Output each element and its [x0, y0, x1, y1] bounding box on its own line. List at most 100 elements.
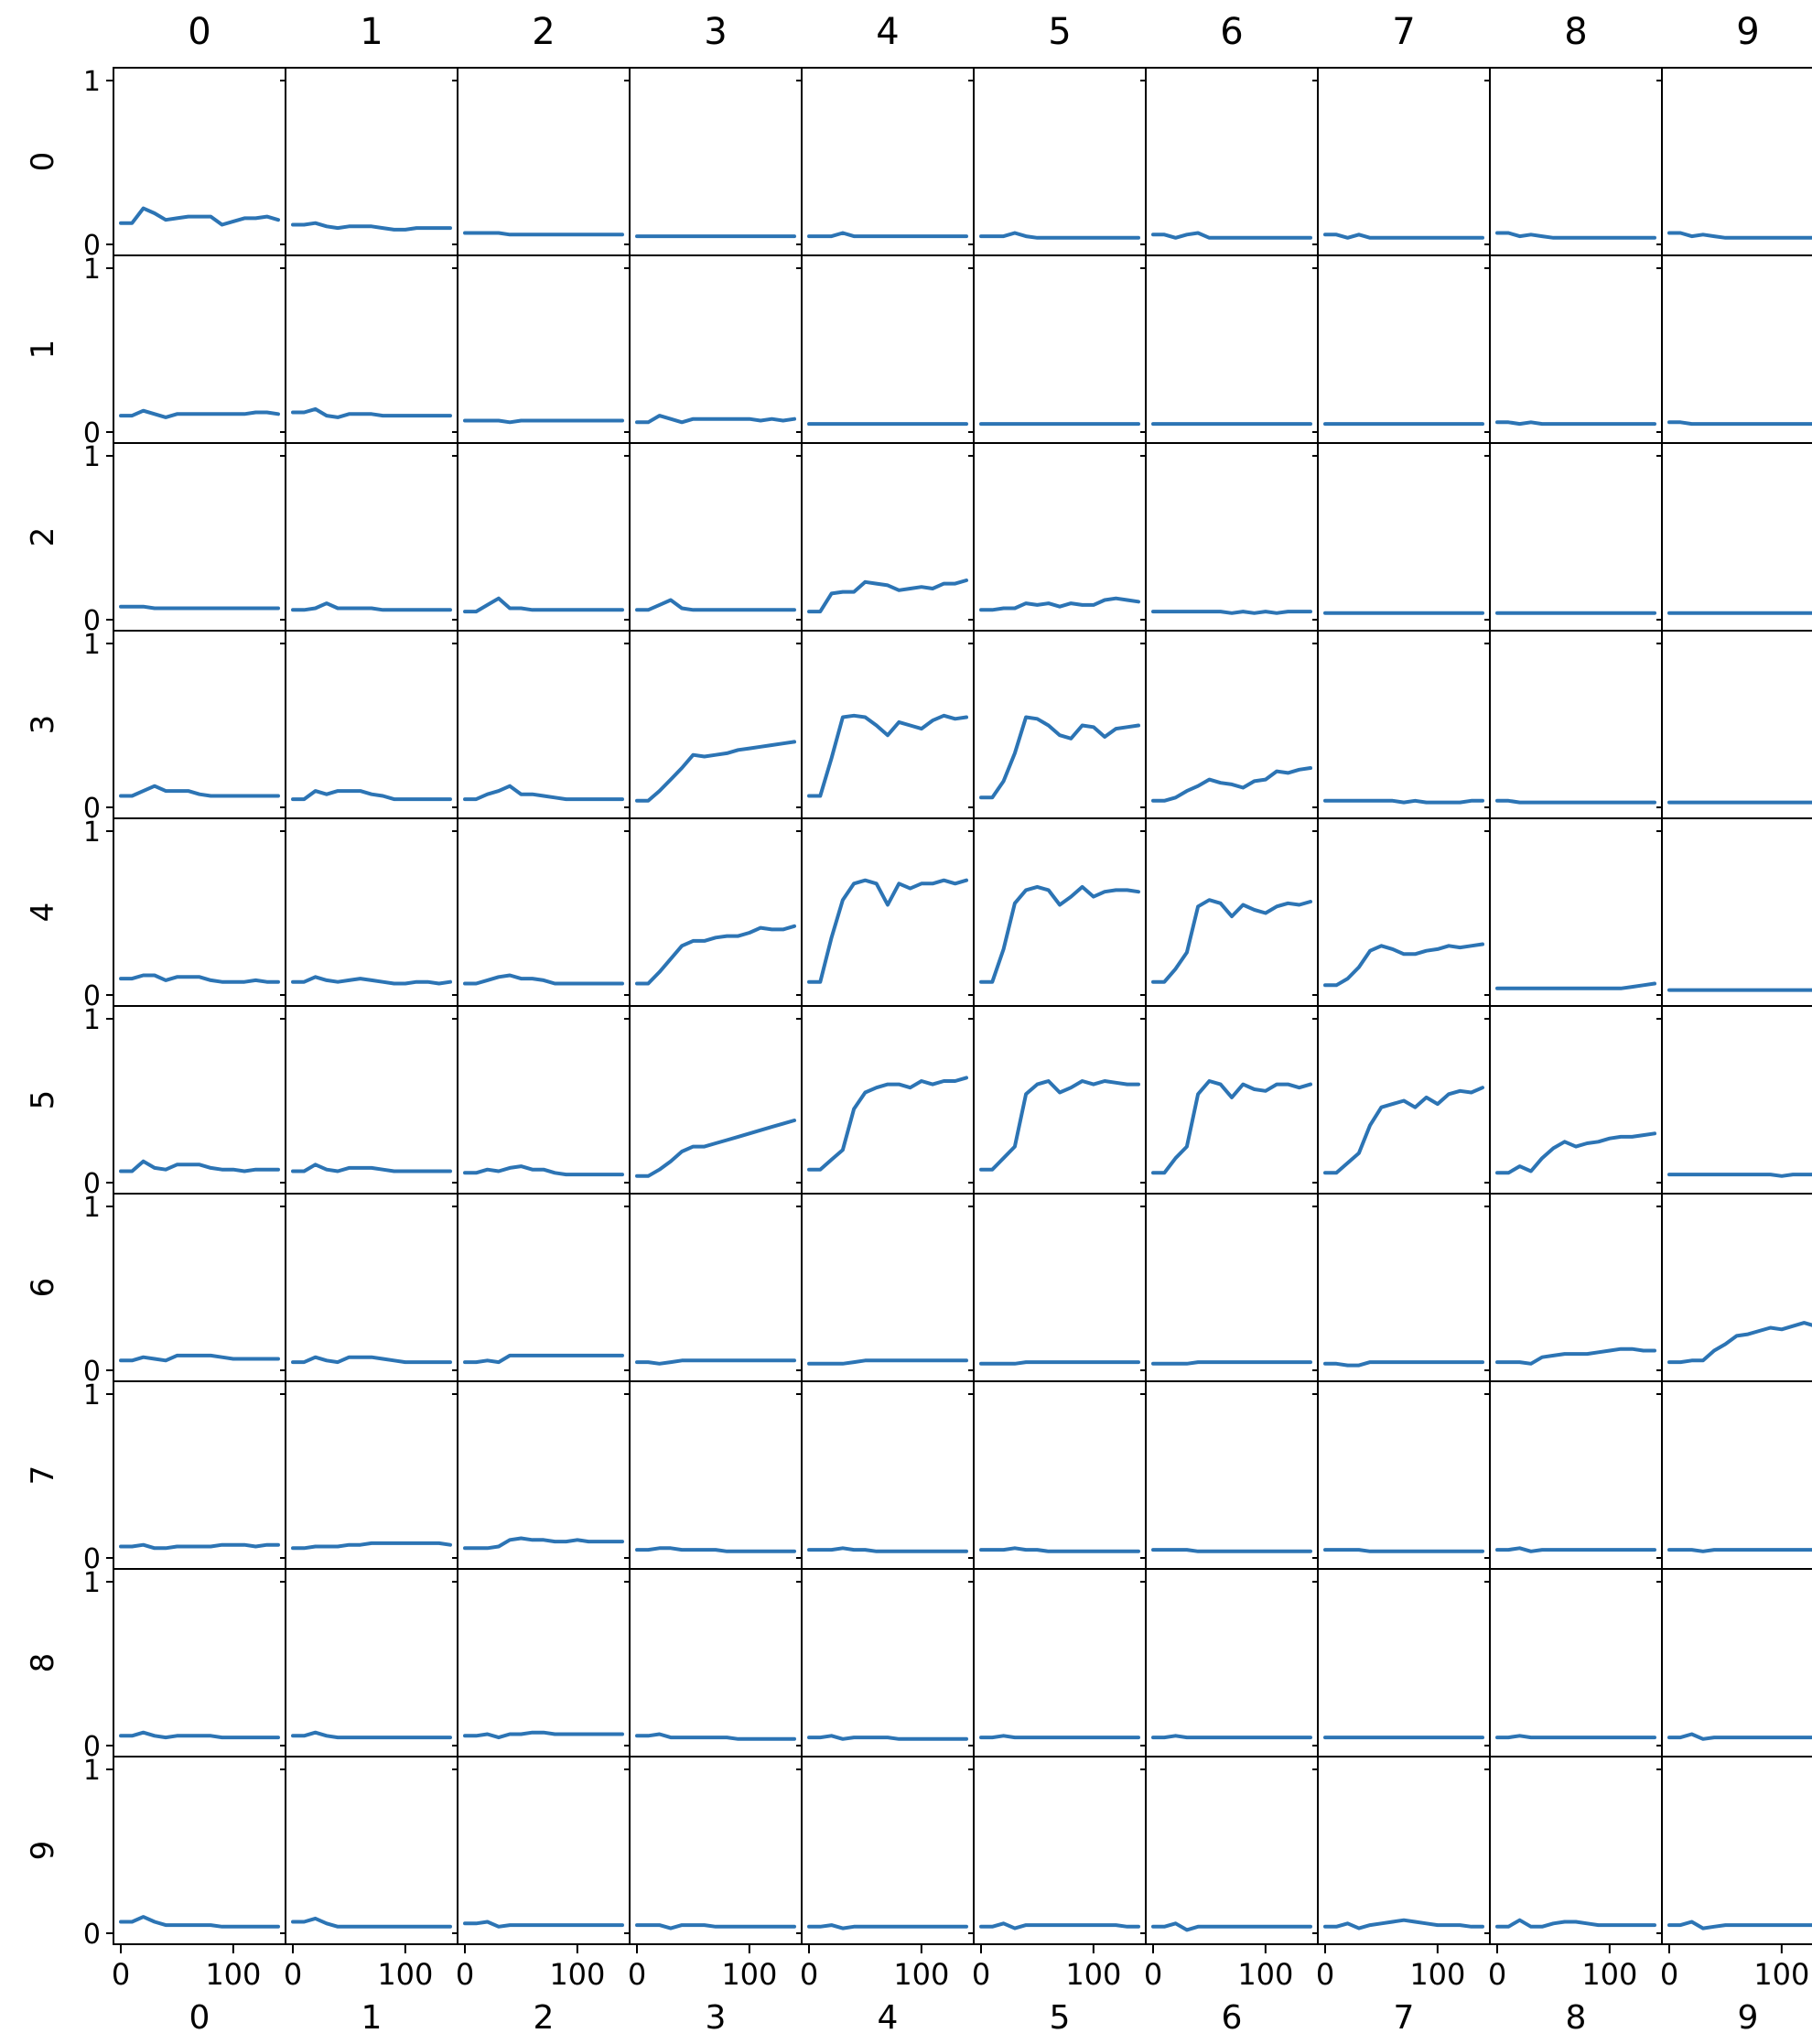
series-line-1-1 [291, 406, 452, 419]
series-line-7-4 [807, 1546, 968, 1553]
panel-9-0 [113, 1756, 286, 1945]
panel-frame [629, 67, 803, 256]
panel-4-2 [457, 817, 631, 1007]
panel-6-5 [973, 1193, 1147, 1382]
panel-frame [457, 630, 631, 819]
panel-2-1 [285, 442, 458, 632]
series-line-9-8 [1495, 1918, 1656, 1929]
series-line-0-6 [1151, 231, 1312, 240]
series-line-9-9 [1667, 1920, 1812, 1930]
series-line-7-1 [291, 1541, 452, 1551]
series-line-5-1 [291, 1163, 452, 1173]
panel-frame [457, 1568, 631, 1757]
panel-4-4 [801, 817, 975, 1007]
panel-1-6 [1145, 254, 1319, 444]
bottom-label-5: 5 [1050, 1999, 1071, 2037]
column-header-7: 7 [1392, 11, 1415, 53]
panel-7-6 [1145, 1380, 1319, 1570]
series-line-9-4 [807, 1923, 968, 1930]
panel-2-4 [801, 442, 975, 632]
x-tick-label-9-0: 0 [1660, 1957, 1678, 1992]
panel-frame [629, 442, 803, 632]
panel-frame [1145, 254, 1319, 444]
panel-frame [457, 1756, 631, 1945]
y-tick-label-top-0: 1 [83, 66, 101, 98]
series-line-2-0 [119, 604, 280, 611]
series-line-6-9 [1667, 1321, 1812, 1365]
panel-frame [1661, 1380, 1812, 1570]
series-line-0-9 [1667, 231, 1812, 240]
panel-6-0 [113, 1193, 286, 1382]
panel-frame [801, 1193, 975, 1382]
panel-3-7 [1317, 630, 1491, 819]
panel-5-8 [1489, 1005, 1663, 1195]
panel-grid [113, 67, 1812, 1945]
row-header-2: 2 [25, 527, 61, 547]
column-header-1: 1 [360, 11, 383, 53]
row-header-9: 9 [25, 1841, 61, 1861]
panel-3-5 [973, 630, 1147, 819]
series-line-7-3 [635, 1546, 796, 1553]
panel-frame [1317, 254, 1491, 444]
panel-6-2 [457, 1193, 631, 1382]
series-line-8-0 [119, 1730, 280, 1740]
panel-3-0 [113, 630, 286, 819]
panel-4-3 [629, 817, 803, 1007]
panel-9-7 [1317, 1756, 1491, 1945]
panel-5-6 [1145, 1005, 1319, 1195]
panel-frame [457, 817, 631, 1007]
panel-frame [801, 630, 975, 819]
x-tick-label-2-1: 100 [549, 1957, 605, 1992]
panel-0-9 [1661, 67, 1812, 256]
panel-4-0 [113, 817, 286, 1007]
series-line-4-7 [1323, 942, 1484, 988]
panel-5-9 [1661, 1005, 1812, 1195]
panel-frame [285, 442, 458, 632]
series-line-4-5 [979, 884, 1140, 984]
panel-frame [973, 254, 1147, 444]
row-header-0: 0 [25, 152, 61, 172]
series-line-3-6 [1151, 766, 1312, 803]
y-tick-label-top-2: 1 [83, 441, 101, 473]
series-line-0-2 [463, 231, 624, 237]
series-line-9-1 [291, 1916, 452, 1929]
panel-frame [285, 630, 458, 819]
panel-2-3 [629, 442, 803, 632]
series-line-3-4 [807, 713, 968, 798]
panel-8-0 [113, 1568, 286, 1757]
panel-8-3 [629, 1568, 803, 1757]
panel-frame [1145, 67, 1319, 256]
panel-frame [801, 1380, 975, 1570]
panel-frame [1489, 254, 1663, 444]
series-line-9-2 [463, 1920, 624, 1929]
panel-frame [113, 1756, 286, 1945]
panel-0-8 [1489, 67, 1663, 256]
panel-8-1 [285, 1568, 458, 1757]
y-tick-label-zero-1: 0 [83, 417, 101, 449]
series-line-1-8 [1495, 420, 1656, 427]
panel-0-5 [973, 67, 1147, 256]
series-line-3-7 [1323, 798, 1484, 805]
panel-frame [801, 1568, 975, 1757]
panel-9-1 [285, 1756, 458, 1945]
panel-0-0 [113, 67, 286, 256]
panel-4-1 [285, 817, 458, 1007]
panel-frame [1317, 817, 1491, 1007]
panel-frame [1661, 1005, 1812, 1195]
x-tick-label-7-1: 100 [1409, 1957, 1465, 1992]
panel-frame [1317, 442, 1491, 632]
panel-7-5 [973, 1380, 1147, 1570]
panel-frame [285, 1380, 458, 1570]
series-line-3-0 [119, 784, 280, 798]
x-tick-label-5-1: 100 [1065, 1957, 1121, 1992]
panel-frame [1489, 1005, 1663, 1195]
panel-0-4 [801, 67, 975, 256]
column-header-8: 8 [1564, 11, 1587, 53]
series-line-3-3 [635, 740, 796, 803]
row-header-4: 4 [25, 903, 61, 923]
panel-frame [1661, 817, 1812, 1007]
bottom-label-6: 6 [1222, 1999, 1243, 2037]
series-line-6-5 [979, 1360, 1140, 1366]
panel-2-6 [1145, 442, 1319, 632]
